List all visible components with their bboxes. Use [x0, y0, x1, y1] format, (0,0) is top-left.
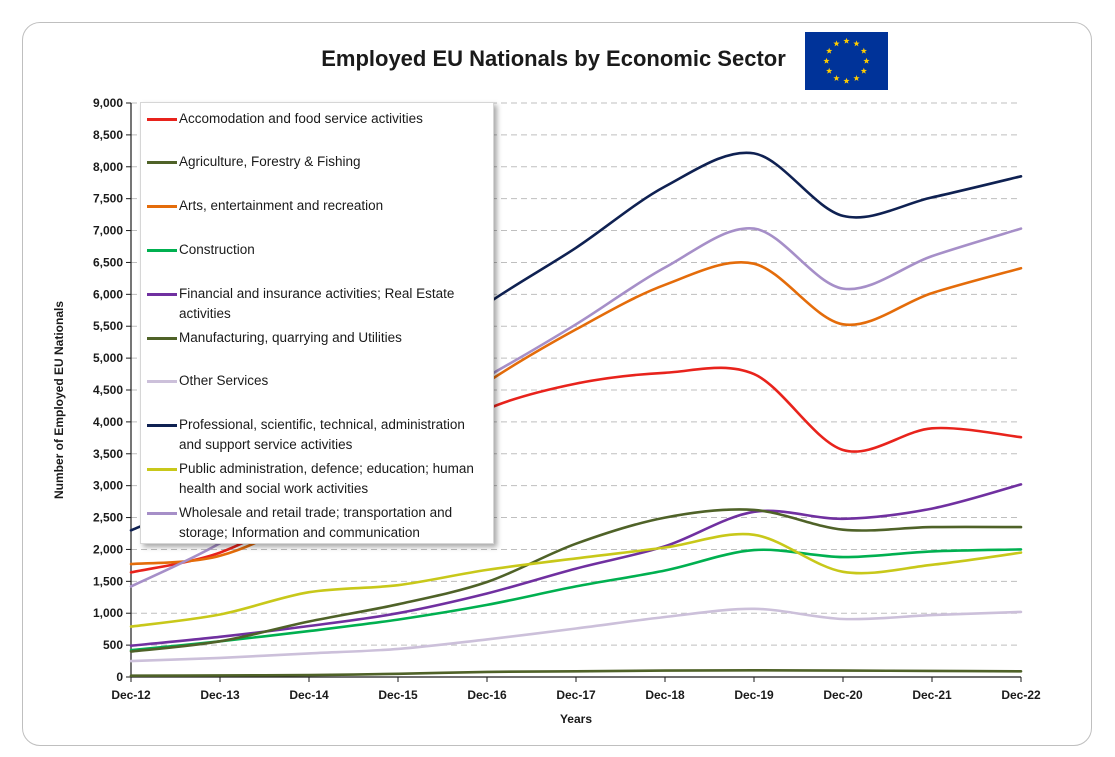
- y-tick-label: 5,500: [93, 319, 123, 333]
- flag-star: [860, 47, 867, 54]
- legend-label: Other Services: [179, 373, 269, 388]
- legend-label: Wholesale and retail trade; transportati…: [179, 505, 453, 540]
- y-tick-label: 6,500: [93, 255, 123, 269]
- flag-star: [833, 40, 840, 47]
- x-tick-label: Dec-22: [1001, 688, 1041, 702]
- y-tick-label: 0: [116, 670, 123, 684]
- flag-star: [823, 57, 830, 64]
- chart-title: Employed EU Nationals by Economic Sector: [0, 46, 1115, 72]
- y-tick-label: 5,000: [93, 351, 123, 365]
- x-tick-label: Dec-16: [467, 688, 507, 702]
- x-tick-label: Dec-12: [111, 688, 151, 702]
- x-tick-label: Dec-17: [556, 688, 596, 702]
- x-tick-labels: Dec-12 Dec-13 Dec-14 Dec-15 Dec-16 Dec-17 Dec-…: [111, 677, 1041, 702]
- series-line-6: [129, 508, 1023, 653]
- x-tick-label: Dec-20: [823, 688, 863, 702]
- flag-star: [863, 57, 870, 64]
- flag-star: [843, 77, 850, 84]
- y-tick-label: 8,000: [93, 160, 123, 174]
- y-tick-label: 3,000: [93, 479, 123, 493]
- y-tick-label: 7,000: [93, 224, 123, 238]
- legend-label: Financial and insurance activities; Real…: [179, 286, 455, 321]
- x-tick-label: Dec-13: [200, 688, 240, 702]
- legend-label: Professional, scientific, technical, adm…: [179, 417, 465, 452]
- chart-title-text: Employed EU Nationals by Economic Sector: [321, 46, 786, 71]
- series-line-2: [129, 669, 1023, 677]
- series-line-9: [129, 532, 1023, 628]
- y-tick-labels: 0 500 1,000 1,500 2,000 2,500 3,000 3,500 4,000 4…: [93, 96, 123, 684]
- y-tick-label: 1,500: [93, 574, 123, 588]
- eu-flag-icon: [805, 32, 888, 90]
- legend-label: Construction: [179, 242, 255, 257]
- y-tick-label: 4,500: [93, 383, 123, 397]
- legend-label: Agriculture, Forestry & Fishing: [179, 154, 361, 169]
- x-tick-label: Dec-14: [289, 688, 329, 702]
- x-tick-label: Dec-18: [645, 688, 685, 702]
- series-line-4: [129, 548, 1023, 652]
- x-tick-label: Dec-15: [378, 688, 418, 702]
- flag-star: [860, 67, 867, 74]
- legend-swatch: [147, 161, 177, 164]
- series-line-7: [129, 607, 1023, 663]
- y-tick-label: 9,000: [93, 96, 123, 110]
- legend-label: Manufacturing, quarrying and Utilities: [179, 330, 402, 345]
- flag-star: [853, 40, 860, 47]
- legend-swatch: [147, 205, 177, 208]
- y-tick-label: 500: [103, 638, 123, 652]
- y-tick-label: 2,500: [93, 511, 123, 525]
- legend-label: Arts, entertainment and recreation: [179, 198, 384, 213]
- legend-swatch: [147, 424, 177, 427]
- y-tick-label: 3,500: [93, 447, 123, 461]
- legend: Accomodation and food service activities…: [140, 102, 494, 544]
- y-tick-label: 4,000: [93, 415, 123, 429]
- x-tick-label: Dec-21: [912, 688, 952, 702]
- y-tick-label: 1,000: [93, 606, 123, 620]
- legend-swatch: [147, 293, 177, 296]
- y-axis-label: Number of Employed EU Nationals: [52, 301, 66, 499]
- flag-star: [853, 75, 860, 81]
- y-tick-label: 8,500: [93, 128, 123, 142]
- flag-star: [826, 47, 833, 54]
- legend-label: Accomodation and food service activities: [179, 111, 423, 126]
- legend-swatch: [147, 512, 177, 515]
- flag-star: [833, 75, 840, 81]
- y-tick-label: 7,500: [93, 192, 123, 206]
- y-tick-label: 2,000: [93, 542, 123, 556]
- legend-label: Public administration, defence; educatio…: [179, 461, 474, 496]
- flag-star: [843, 37, 850, 44]
- legend-swatch: [147, 118, 177, 121]
- y-tick-label: 6,000: [93, 287, 123, 301]
- series-line-5: [129, 483, 1023, 647]
- legend-swatch: [147, 249, 177, 252]
- legend-swatch: [147, 380, 177, 383]
- legend-swatch: [147, 337, 177, 340]
- flag-star: [826, 67, 833, 74]
- x-tick-label: Dec-19: [734, 688, 774, 702]
- legend-swatch: [147, 468, 177, 471]
- x-axis-label: Years: [560, 712, 592, 726]
